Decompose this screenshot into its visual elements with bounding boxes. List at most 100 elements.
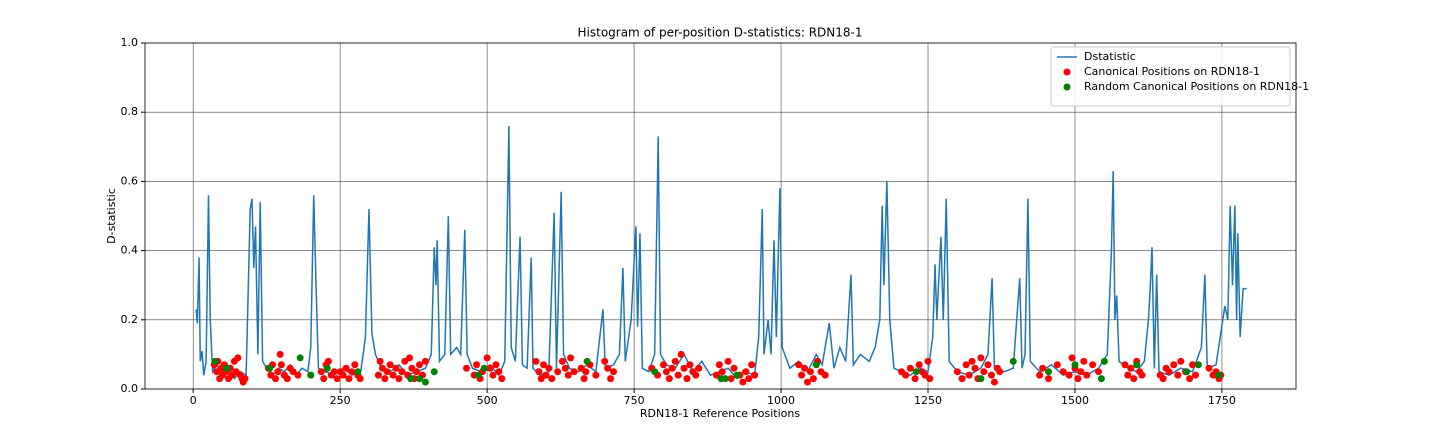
x-tick-label: 750 [624, 394, 645, 407]
scatter-point [483, 354, 491, 362]
scatter-point [1045, 375, 1053, 383]
scatter-point [241, 375, 249, 383]
scatter-point [971, 364, 979, 372]
scatter-point [480, 364, 488, 372]
scatter-point [416, 375, 424, 383]
scatter-point [570, 368, 578, 376]
scatter-point [374, 371, 382, 379]
scatter-point [495, 368, 503, 376]
scatter-point [715, 361, 723, 369]
scatter-point [307, 371, 315, 379]
scatter-point [906, 364, 914, 372]
y-tick-label: 1.0 [121, 36, 139, 49]
scatter-point [1059, 368, 1067, 376]
scatter-point [1170, 361, 1178, 369]
scatter-point [601, 357, 609, 365]
scatter-point [680, 364, 688, 372]
scatter-point [980, 368, 988, 376]
scatter-point [1127, 364, 1135, 372]
scatter-point [274, 368, 282, 376]
scatter-point [1045, 368, 1053, 376]
scatter-point [984, 361, 992, 369]
scatter-point [580, 375, 588, 383]
scatter-point [540, 361, 548, 369]
scatter-point [554, 368, 562, 376]
scatter-point [996, 368, 1004, 376]
scatter-point [323, 364, 331, 372]
scatter-point [473, 361, 481, 369]
scatter-point [296, 354, 304, 362]
scatter-point [421, 378, 429, 386]
x-tick-label: 1250 [914, 394, 942, 407]
scatter-point [294, 371, 302, 379]
scatter-point [330, 368, 338, 376]
scatter-point [376, 357, 384, 365]
scatter-point [342, 364, 350, 372]
scatter-point [406, 354, 414, 362]
scatter-point [1189, 361, 1197, 369]
scatter-point [474, 371, 482, 379]
scatter-point [1133, 361, 1141, 369]
scatter-point [953, 368, 961, 376]
scatter-point [665, 375, 673, 383]
scatter-point [912, 368, 920, 376]
scatter-point [351, 361, 359, 369]
scatter-point [962, 361, 970, 369]
scatter-point [674, 371, 682, 379]
scatter-point [489, 371, 497, 379]
scatter-point [333, 375, 341, 383]
scatter-point [463, 364, 471, 372]
scatter-point [662, 368, 670, 376]
scatter-point [911, 375, 919, 383]
scatter-point [1039, 364, 1047, 372]
scatter-point [751, 371, 759, 379]
scatter-point [987, 371, 995, 379]
scatter-point [276, 350, 284, 358]
scatter-point [492, 361, 500, 369]
scatter-point [416, 361, 424, 369]
scatter-point [798, 371, 806, 379]
scatter-point [1215, 371, 1223, 379]
scatter-point [1121, 361, 1129, 369]
scatter-point [1124, 371, 1132, 379]
scatter-point [381, 375, 389, 383]
scatter-point [532, 357, 540, 365]
scatter-point [548, 375, 556, 383]
y-tick-label: 0.0 [121, 382, 139, 395]
scatter-point [564, 371, 572, 379]
scatter-point [542, 371, 550, 379]
scatter-point [902, 371, 910, 379]
x-axis-label: RDN18-1 Reference Positions [640, 407, 801, 420]
scatter-point [413, 368, 421, 376]
scatter-point [348, 368, 356, 376]
scatter-point [1191, 371, 1199, 379]
scatter-point [727, 375, 735, 383]
scatter-point [795, 361, 803, 369]
y-tick-label: 0.8 [121, 105, 139, 118]
scatter-point [1174, 371, 1182, 379]
x-tick-label: 1500 [1061, 394, 1089, 407]
scatter-point [223, 364, 231, 372]
scatter-point [724, 357, 732, 365]
scatter-point [686, 361, 694, 369]
scatter-point [592, 371, 600, 379]
scatter-point [695, 364, 703, 372]
legend-swatch [1063, 68, 1071, 76]
scatter-point [1138, 371, 1146, 379]
scatter-point [915, 361, 923, 369]
scatter-point [1080, 357, 1088, 365]
scatter-point [430, 368, 438, 376]
scatter-point [812, 361, 820, 369]
scatter-point [324, 357, 332, 365]
scatter-point [1053, 361, 1061, 369]
scatter-point [1036, 371, 1044, 379]
scatter-point [739, 378, 747, 386]
x-tick-label: 1000 [767, 394, 795, 407]
scatter-point [1130, 375, 1138, 383]
y-axis-label: D-statistic [105, 188, 118, 244]
x-tick-label: 250 [330, 394, 351, 407]
chart-title: Histogram of per-position D-statistics: … [578, 26, 863, 40]
scatter-point [277, 361, 285, 369]
scatter-point [801, 364, 809, 372]
